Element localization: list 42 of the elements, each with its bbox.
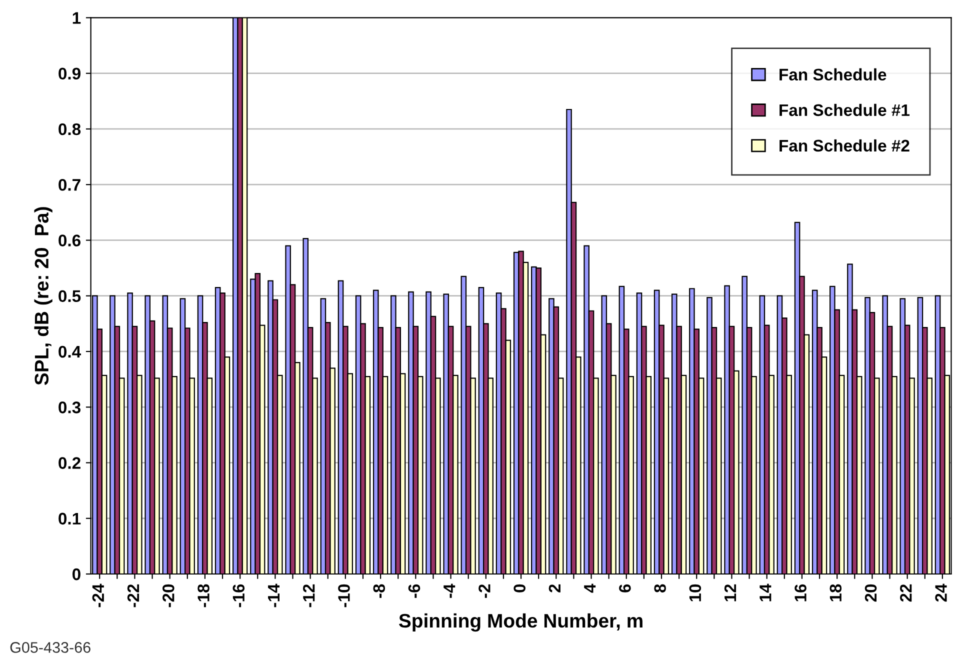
text: G05-433-66	[10, 642, 90, 653]
x-tick-label: 8	[654, 584, 666, 592]
x-tick-label: -10	[338, 584, 350, 608]
x-tick-label: 20	[864, 584, 877, 602]
legend-label: Fan Schedule	[780, 68, 886, 81]
x-tick-label: 0	[514, 584, 526, 592]
y-tick-label: 0.8	[58, 123, 81, 136]
x-tick-label: -14	[268, 584, 280, 608]
x-tick-label: -6	[408, 584, 420, 598]
x-tick-label: 4	[584, 584, 596, 593]
x-tick-label: 10	[689, 584, 702, 602]
x-tick-label: -16	[232, 584, 245, 608]
y-tick-label: 0.5	[58, 290, 81, 302]
legend-label: Fan Schedule #2	[780, 139, 910, 152]
y-tick-label: 0.3	[58, 402, 80, 414]
legend-label: Fan Schedule #1	[780, 104, 910, 116]
y-tick-label: 0.9	[58, 68, 80, 80]
x-tick-label: -12	[302, 584, 315, 608]
y-tick-label: 0.1	[58, 512, 81, 525]
y-tick-label: 0.4	[58, 346, 82, 358]
x-tick-label: -24	[92, 584, 104, 608]
y-tick-label: 0	[72, 568, 80, 580]
x-tick-label: -18	[198, 584, 210, 608]
x-tick-label: 18	[830, 584, 842, 602]
y-tick-label: 0.2	[58, 457, 80, 469]
x-tick-label: 24	[935, 584, 947, 602]
y-tick-label: 0.7	[58, 179, 80, 191]
x-tick-label: 16	[794, 584, 806, 602]
y-axis-title: SPL, dB (re: 20 Pa)	[34, 207, 52, 385]
x-tick-label: 6	[619, 584, 631, 592]
x-tick-label: -20	[162, 584, 174, 608]
x-tick-label: -22	[127, 584, 140, 608]
x-axis-title: Spinning Mode Number, m	[398, 613, 642, 632]
x-tick-label: -4	[444, 584, 456, 598]
y-tick-label: 0.6	[58, 234, 80, 246]
y-tick-label: 1	[72, 12, 81, 24]
x-tick-label: 14	[760, 584, 772, 602]
x-tick-label: -8	[373, 584, 386, 598]
x-tick-label: 2	[548, 584, 560, 592]
x-tick-label: 12	[724, 584, 736, 602]
x-tick-label: -2	[478, 584, 490, 598]
x-tick-label: 22	[900, 584, 912, 602]
